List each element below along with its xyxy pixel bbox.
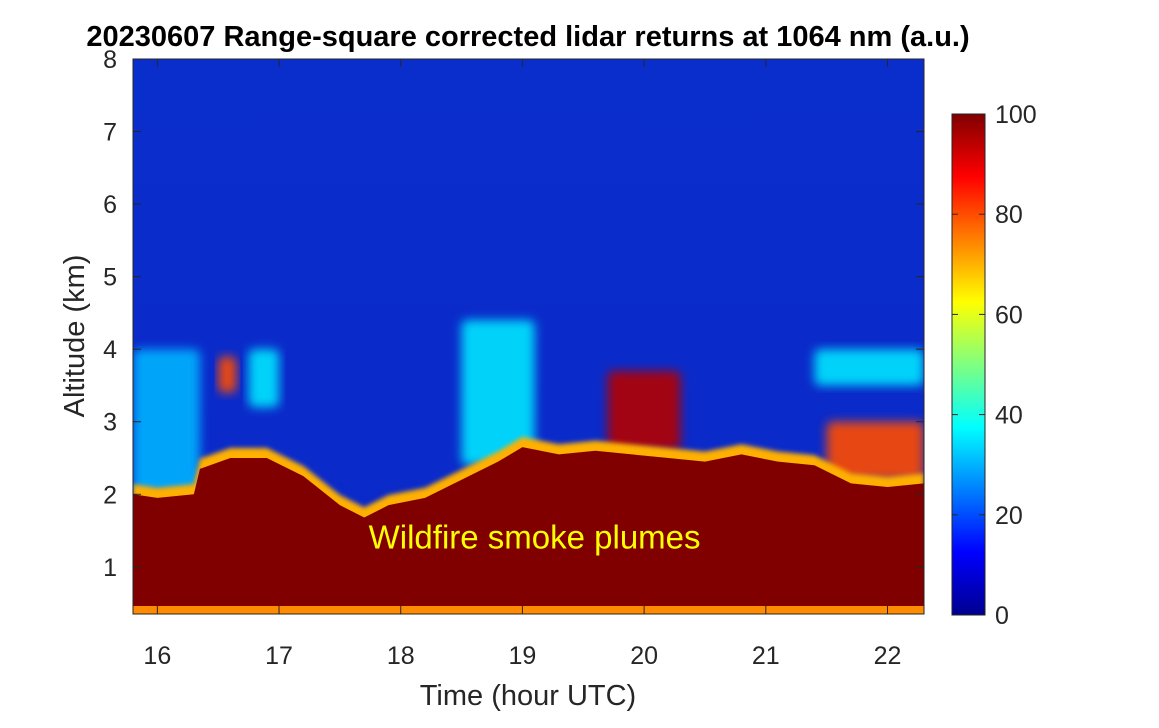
y-tick-label: 4 [103,336,117,364]
aerosol-feature-6 [814,349,924,386]
colorbar-gradient [951,113,986,616]
near-ground-band [133,606,924,614]
y-tick-label: 2 [103,481,117,509]
aerosol-feature-2 [248,349,280,408]
x-tick-label: 21 [752,642,780,670]
colorbar-tick-label: 0 [995,602,1009,630]
aerosol-feature-1 [218,356,237,393]
colorbar-tick-label: 20 [995,502,1023,530]
colorbar-tick-label: 40 [995,402,1023,430]
y-tick-label: 3 [103,409,117,437]
x-axis-ticks: 16 17 18 19 20 21 22 [143,59,901,670]
aerosol-feature-7 [826,421,924,480]
colorbar-tick-label: 100 [995,101,1037,129]
boundary-layer-smoke [133,447,924,614]
y-axis-ticks: 1 2 3 4 5 6 7 8 [103,46,924,582]
x-tick-label: 16 [143,642,171,670]
aerosol-feature-3 [461,320,535,466]
aerosol-feature-4 [607,370,681,451]
smoke-annotation: Wildfire smoke plumes [369,519,701,556]
heatmap-plot-area: Wildfire smoke plumes [133,59,924,614]
x-tick-label: 17 [265,642,293,670]
plot-frame [132,58,925,615]
y-tick-label: 8 [103,46,117,74]
y-tick-label: 5 [103,264,117,292]
chart-title: 20230607 Range-square corrected lidar re… [86,21,969,53]
y-axis-label: Altitude (km) [59,255,91,418]
colorbar-tick-label: 60 [995,301,1023,329]
x-tick-label: 20 [630,642,658,670]
x-tick-label: 22 [874,642,902,670]
colorbar-tick-label: 80 [995,201,1023,229]
x-tick-label: 19 [509,642,537,670]
x-axis-label: Time (hour UTC) [420,680,636,712]
y-tick-label: 1 [103,554,117,582]
x-tick-label: 18 [387,642,415,670]
y-tick-label: 6 [103,191,117,219]
colorbar: 0 20 40 60 80 100 [951,101,1037,630]
aerosol-feature-0 [133,349,200,495]
y-tick-label: 7 [103,119,117,147]
colorbar-ticks: 0 20 40 60 80 100 [952,101,1037,630]
